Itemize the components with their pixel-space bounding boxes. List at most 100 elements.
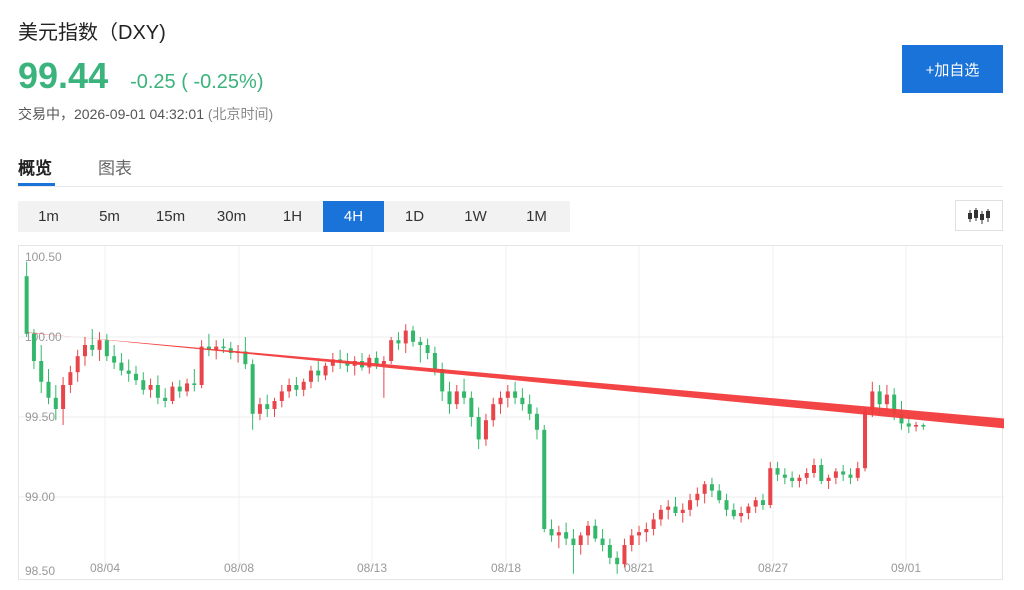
candle-body [906, 423, 911, 427]
candle-body [863, 410, 868, 469]
period-5m[interactable]: 5m [99, 208, 120, 225]
candle-body [199, 346, 204, 385]
x-tick-label: 08/18 [491, 561, 521, 575]
candle-body [527, 404, 532, 414]
candle-body [454, 391, 459, 405]
candlestick-chart: 100.50 100.00 99.50 99.00 98.50 08/04 08/08 08/… [19, 246, 1004, 578]
candle-body [279, 391, 284, 401]
period-selector: 1m 5m 15m 30m 1H 4H 1D 1W 1M [18, 201, 570, 232]
candle-body [688, 500, 693, 510]
candle-body [841, 471, 846, 475]
candle-body [243, 351, 248, 365]
candle-body [739, 513, 744, 517]
candle-body [505, 391, 510, 398]
period-4h[interactable]: 4H [323, 201, 384, 232]
candle-body [811, 465, 817, 473]
candle-body [133, 373, 139, 381]
candle-body [658, 509, 663, 520]
candle-body [498, 397, 503, 405]
candle-body [185, 383, 190, 392]
period-1d[interactable]: 1D [404, 208, 425, 225]
period-15m[interactable]: 15m [155, 208, 186, 225]
candle-body [709, 484, 714, 491]
candle-body [257, 404, 262, 414]
candle-body [717, 490, 722, 501]
candle-body [870, 391, 875, 411]
period-1w[interactable]: 1W [464, 208, 487, 225]
timezone-label: (北京时间) [207, 106, 274, 122]
candle-body [330, 359, 335, 366]
candle-body [884, 394, 889, 405]
candle-body [440, 369, 445, 392]
candle-body [126, 370, 131, 374]
candle-body [877, 391, 882, 405]
page-title: 美元指数（DXY) [18, 22, 166, 44]
candle-body [556, 532, 561, 536]
candle-body [607, 545, 612, 558]
candle-body [170, 386, 175, 401]
candle-body [228, 348, 233, 353]
candle-body [724, 500, 729, 510]
candle-body [119, 362, 124, 371]
candle-body [768, 468, 773, 505]
candle-body [600, 538, 605, 545]
x-tick-label: 08/27 [758, 561, 788, 575]
candle-body [695, 493, 700, 501]
candle-body [396, 340, 401, 344]
x-tick-label: 08/21 [624, 561, 654, 575]
candle-body [760, 500, 765, 505]
tab-bar: 概览 图表 [18, 150, 1003, 187]
candle-body [549, 529, 554, 536]
candle-body [702, 484, 707, 494]
candle-body [265, 404, 270, 409]
candle-body [374, 357, 379, 365]
candle-body [155, 385, 160, 398]
candle-body [469, 397, 474, 417]
candle-body [797, 477, 802, 481]
candle-body [411, 330, 416, 342]
period-1m[interactable]: 1m [38, 208, 59, 225]
candle-body [39, 361, 44, 382]
candle-body [673, 506, 678, 513]
candle-body [483, 420, 488, 440]
current-price: 99.44 [18, 55, 109, 96]
y-tick-label: 99.50 [25, 410, 55, 424]
y-tick-label: 98.50 [25, 564, 55, 578]
candle-body [746, 506, 751, 513]
candle-body [418, 341, 423, 345]
candle-body [75, 356, 80, 373]
candle-body [775, 468, 780, 475]
period-1h[interactable]: 1H [282, 208, 303, 225]
period-30m[interactable]: 30m [216, 208, 247, 225]
candle-body [622, 545, 627, 565]
candle-body [367, 357, 372, 368]
candle-body [61, 385, 66, 409]
candle-body [53, 397, 58, 409]
candle-body [345, 362, 350, 366]
candle-body [316, 370, 321, 376]
candle-body [462, 391, 467, 398]
period-1mo[interactable]: 1M [526, 208, 547, 225]
candle-body [629, 535, 634, 545]
candle-body [804, 473, 809, 478]
candle-body [381, 361, 386, 365]
chart-type-button[interactable] [955, 200, 1003, 231]
candle-body [432, 353, 437, 369]
candle-body [637, 532, 642, 536]
y-tick-label: 99.00 [25, 490, 55, 504]
candle-body [585, 525, 591, 536]
active-tab-indicator [18, 183, 55, 186]
candle-body [790, 477, 795, 481]
candle-body [615, 557, 620, 565]
tab-overview[interactable]: 概览 [18, 159, 52, 178]
add-to-watchlist-button[interactable]: +加自选 [902, 45, 1003, 93]
status-label: 交易中， [18, 106, 74, 122]
price-chart[interactable]: 100.50 100.00 99.50 99.00 98.50 08/04 08/08 08/… [18, 245, 1004, 580]
candle-body [534, 413, 539, 430]
candle-body [46, 381, 51, 398]
candle-body [447, 391, 452, 405]
candle-body [731, 509, 736, 517]
tab-chart[interactable]: 图表 [98, 159, 132, 178]
trading-status: 交易中，2026-09-01 04:32:01 (北京时间) [18, 104, 273, 124]
candlestick-icon [968, 207, 990, 224]
